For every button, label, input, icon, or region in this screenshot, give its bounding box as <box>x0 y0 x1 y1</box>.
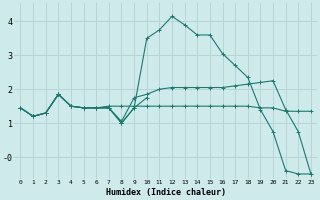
X-axis label: Humidex (Indice chaleur): Humidex (Indice chaleur) <box>106 188 226 197</box>
